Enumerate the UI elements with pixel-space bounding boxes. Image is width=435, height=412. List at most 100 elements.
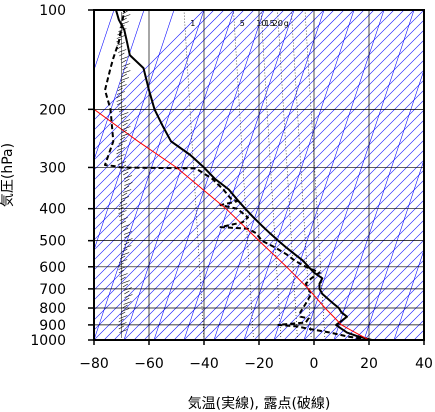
wind-barb	[122, 304, 128, 309]
wind-barbs	[116, 10, 133, 338]
wind-barb	[118, 322, 127, 326]
wind-barb	[124, 234, 130, 239]
y-tick-label: 700	[39, 282, 66, 298]
mixing-ratio-label: 15	[265, 19, 275, 28]
moist-adiabat-line	[363, 159, 424, 340]
y-tick-label: 300	[39, 160, 66, 176]
wind-barb	[121, 73, 127, 78]
dry-adiabat-line	[303, 219, 424, 340]
wind-barb	[119, 255, 126, 260]
wind-barb	[123, 185, 130, 190]
wind-barb	[123, 231, 133, 235]
mixing-ratio-line	[291, 10, 312, 340]
dry-adiabat-line	[343, 259, 424, 340]
wind-barb	[120, 133, 130, 137]
wind-barb	[123, 245, 132, 249]
moist-adiabat-line	[423, 339, 424, 340]
dry-adiabat-line	[233, 149, 424, 340]
wind-barb	[118, 266, 127, 270]
wind-barb	[116, 94, 122, 99]
mixing-ratio-label: g	[284, 19, 289, 28]
moist-adiabat-line	[303, 10, 415, 340]
grid-lines	[94, 10, 424, 340]
wind-barb	[119, 24, 125, 29]
moist-adiabat-line	[123, 10, 235, 340]
wind-barb	[121, 119, 131, 123]
wind-barb	[124, 182, 133, 186]
x-tick-label: −20	[244, 356, 274, 372]
wind-barb	[122, 283, 129, 288]
dry-adiabat-line	[94, 10, 365, 281]
wind-barb	[116, 35, 125, 39]
wind-barb	[124, 294, 133, 298]
wind-barb	[116, 98, 125, 102]
wind-barb	[120, 196, 130, 200]
wind-barb	[121, 168, 131, 172]
wind-barb	[121, 280, 130, 284]
mixing-ratio-line	[277, 10, 298, 340]
wind-barb	[120, 56, 129, 60]
wind-barb	[117, 87, 123, 92]
dry-adiabat-line	[113, 29, 424, 340]
dry-adiabat-line	[213, 129, 424, 340]
wind-barb	[119, 217, 128, 221]
wind-barb	[121, 252, 130, 256]
moist-adiabat-line	[333, 69, 424, 340]
dry-adiabat-line	[153, 69, 424, 340]
dry-adiabat-line	[423, 339, 424, 340]
wind-barb	[124, 178, 130, 183]
wind-barb	[116, 150, 122, 155]
y-tick-label: 400	[39, 202, 66, 218]
dry-adiabat-line	[94, 10, 385, 301]
wind-barb	[118, 84, 127, 88]
wind-barb	[119, 199, 126, 204]
dry-adiabat-line	[173, 89, 424, 340]
temperature-curve	[115, 10, 373, 340]
wind-barb	[123, 171, 129, 176]
wind-barb	[124, 297, 130, 302]
dry-adiabat-line	[94, 10, 225, 141]
dry-adiabat-line	[94, 10, 355, 271]
y-tick-label: 800	[39, 301, 66, 317]
dry-adiabat-line	[94, 10, 395, 311]
dry-adiabat-line	[94, 10, 275, 191]
wind-barb	[121, 224, 131, 228]
wind-barb	[118, 210, 127, 214]
wind-barb	[124, 290, 130, 295]
wind-barb	[123, 287, 132, 291]
wind-barb	[122, 66, 128, 71]
wind-barb	[124, 238, 133, 242]
dry-adiabat-line	[94, 10, 335, 251]
wind-barb	[116, 42, 125, 46]
dry-adiabat-line	[143, 59, 424, 340]
wind-barb	[122, 227, 129, 232]
mixing-ratio-label: 20	[273, 19, 283, 28]
wind-barb	[121, 129, 128, 134]
wind-barb	[116, 91, 126, 95]
mixing-ratio-label: 1	[190, 19, 195, 28]
wind-barb	[123, 301, 132, 305]
wind-barb	[118, 203, 128, 207]
wind-barb	[123, 175, 133, 179]
wind-barb	[116, 147, 126, 151]
dry-adiabat-line	[353, 269, 424, 340]
mixing-ratio-line	[304, 10, 326, 340]
dry-adiabat-line	[94, 10, 245, 161]
moist-adiabat-line	[94, 10, 115, 71]
wind-barb	[119, 136, 126, 141]
dry-adiabat-line	[94, 10, 415, 331]
wind-barb	[120, 164, 127, 169]
moist-adiabat-line	[213, 10, 325, 340]
wind-barb	[118, 140, 127, 144]
wind-barb	[122, 126, 131, 130]
dry-adiabat-line	[123, 39, 424, 340]
dry-adiabat-line	[323, 239, 424, 340]
dry-adiabat-line	[333, 249, 424, 340]
dry-adiabat-line	[273, 189, 424, 340]
wind-barb	[119, 52, 125, 57]
moist-adiabat-line	[393, 249, 424, 340]
y-tick-label: 500	[39, 234, 66, 250]
y-tick-label: 600	[39, 260, 66, 276]
wind-barb	[117, 105, 127, 109]
